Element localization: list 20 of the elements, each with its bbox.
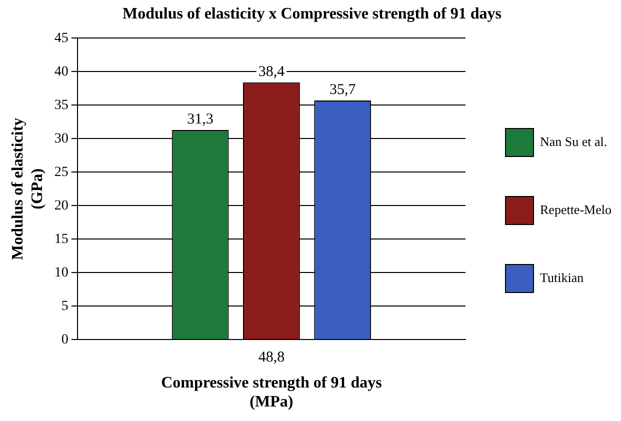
y-tick-label: 5: [61, 298, 68, 314]
legend-label: Nan Su et al.: [540, 134, 608, 149]
y-axis-title: Modulus of elasticity (GPa): [10, 118, 46, 260]
data-label: 31,3: [187, 111, 214, 128]
y-tick-label: 30: [54, 131, 68, 146]
y-tick-label: 10: [54, 265, 68, 280]
x-tick-label: 48,8: [258, 350, 285, 366]
y-tick-label: 20: [54, 198, 68, 214]
legend-label: Repette-Melo: [540, 202, 612, 217]
chart-title: Modulus of elasticity x Compressive strength of 91 days: [122, 6, 502, 23]
y-tick-label: 0: [61, 332, 68, 348]
legend-label: Tutikian: [540, 270, 584, 285]
y-tick-label: 15: [54, 232, 68, 247]
y-tick-label: 40: [54, 64, 68, 80]
data-label: 35,7: [329, 82, 356, 98]
x-axis-title: Compressive strength of 91 days (MPa): [161, 374, 382, 411]
data-label: 38,4: [258, 64, 286, 80]
y-tick-label: 45: [54, 30, 68, 46]
y-tick-label: 25: [54, 164, 68, 180]
y-tick-label: 35: [54, 98, 68, 113]
